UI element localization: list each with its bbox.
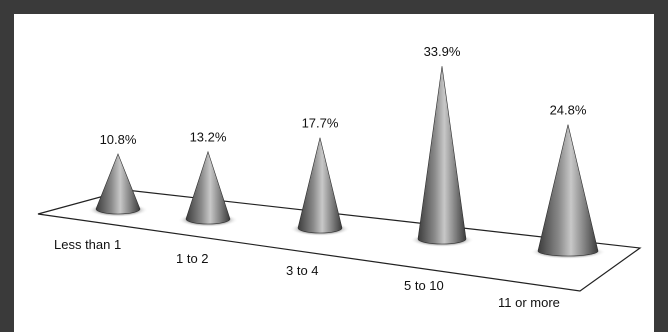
category-label: 11 or more (498, 295, 560, 310)
cone-bar (297, 137, 343, 234)
data-label: 24.8% (550, 103, 587, 118)
cone-bar (95, 153, 141, 215)
category-label: 5 to 10 (404, 278, 444, 293)
cone-bar (537, 124, 599, 257)
cone-chart: 10.8% Less than 1 13.2% 1 to 2 17.7% 3 to 4 33… (37, 44, 642, 310)
data-label: 13.2% (190, 130, 227, 145)
cone-bar (185, 150, 231, 225)
cone-bar (417, 66, 467, 245)
data-label: 17.7% (302, 116, 339, 131)
data-label: 10.8% (100, 132, 137, 147)
category-label: Less than 1 (54, 237, 121, 252)
category-label: 3 to 4 (286, 263, 319, 278)
chart-plot-area: 10.8% Less than 1 13.2% 1 to 2 17.7% 3 to 4 33… (14, 14, 654, 334)
category-label: 1 to 2 (176, 251, 209, 266)
data-label: 33.9% (424, 44, 461, 59)
